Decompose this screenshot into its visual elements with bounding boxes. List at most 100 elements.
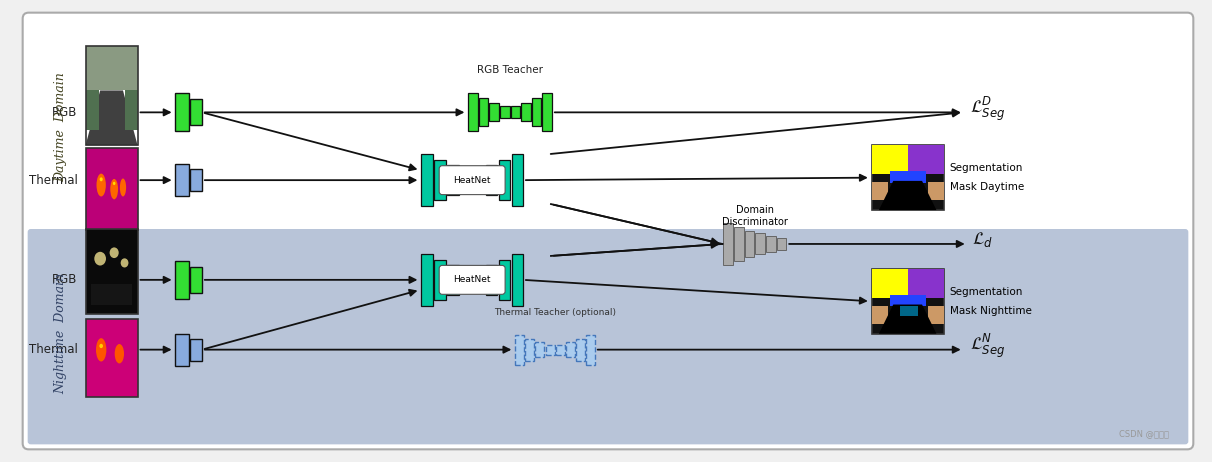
Ellipse shape	[96, 338, 107, 361]
Ellipse shape	[115, 344, 124, 364]
Polygon shape	[86, 91, 137, 145]
Bar	[486, 165, 497, 195]
Bar	[190, 339, 202, 361]
Text: HeatNet: HeatNet	[453, 275, 491, 284]
Polygon shape	[879, 181, 937, 210]
FancyBboxPatch shape	[439, 265, 505, 294]
Bar	[525, 339, 534, 361]
Bar	[755, 233, 765, 255]
Ellipse shape	[110, 179, 118, 199]
Ellipse shape	[109, 247, 119, 258]
Text: Mask Nighttime: Mask Nighttime	[950, 306, 1031, 316]
Bar	[86, 148, 137, 230]
Text: Nighttime  Domain: Nighttime Domain	[55, 273, 67, 394]
Bar	[447, 165, 458, 195]
Bar	[908, 269, 944, 298]
Bar	[724, 223, 733, 265]
Bar	[461, 170, 471, 190]
Bar	[871, 269, 944, 334]
Bar	[461, 270, 471, 290]
Text: Thermal: Thermal	[29, 343, 78, 356]
Text: Daytime  Domain: Daytime Domain	[55, 73, 67, 182]
Bar	[176, 93, 189, 131]
Text: Discriminator: Discriminator	[722, 217, 788, 227]
Bar	[566, 342, 574, 357]
Bar	[871, 145, 944, 210]
Bar	[555, 345, 565, 355]
Text: Thermal: Thermal	[29, 174, 78, 187]
FancyBboxPatch shape	[23, 12, 1194, 450]
Bar	[901, 306, 919, 316]
Ellipse shape	[120, 178, 126, 196]
Bar	[473, 270, 485, 290]
Bar	[86, 229, 137, 314]
Bar	[91, 284, 132, 305]
Bar	[521, 103, 531, 122]
Bar	[86, 319, 137, 396]
Bar	[777, 238, 787, 250]
Bar	[734, 227, 743, 261]
FancyBboxPatch shape	[28, 229, 1188, 444]
Bar	[473, 170, 485, 190]
Bar	[908, 145, 944, 175]
Bar	[447, 265, 458, 295]
Bar	[871, 182, 887, 201]
Bar	[125, 91, 137, 130]
Bar	[86, 46, 137, 91]
Text: $\mathcal{L}_{d}$: $\mathcal{L}_{d}$	[972, 231, 993, 249]
Text: RGB: RGB	[52, 274, 78, 286]
Bar	[928, 306, 944, 324]
Bar	[190, 267, 202, 293]
Bar	[890, 295, 926, 306]
Text: RGB: RGB	[52, 106, 78, 119]
Bar	[532, 98, 542, 126]
Bar	[871, 306, 887, 324]
Bar	[434, 160, 446, 200]
Text: $\mathcal{L}_{Seg}^{N}$: $\mathcal{L}_{Seg}^{N}$	[970, 332, 1005, 360]
Bar	[501, 106, 509, 118]
Bar	[511, 254, 524, 306]
Bar	[510, 106, 520, 118]
Bar	[511, 154, 524, 206]
Bar	[422, 254, 433, 306]
Bar	[871, 269, 908, 298]
FancyBboxPatch shape	[439, 166, 505, 195]
Text: Domain: Domain	[736, 205, 773, 215]
Text: $\mathcal{L}_{Seg}^{D}$: $\mathcal{L}_{Seg}^{D}$	[970, 94, 1005, 122]
Bar	[498, 160, 510, 200]
Bar	[486, 265, 497, 295]
Bar	[576, 339, 584, 361]
Bar	[490, 103, 499, 122]
Text: HeatNet: HeatNet	[453, 176, 491, 185]
Text: Segmentation: Segmentation	[950, 286, 1023, 297]
Text: RGB Teacher: RGB Teacher	[478, 66, 543, 75]
Polygon shape	[879, 304, 937, 334]
Bar	[434, 260, 446, 300]
Bar	[928, 182, 944, 201]
Text: Segmentation: Segmentation	[950, 163, 1023, 173]
Bar	[86, 46, 137, 145]
Bar	[890, 171, 926, 183]
Bar	[190, 99, 202, 125]
Ellipse shape	[95, 252, 105, 266]
Text: Mask Daytime: Mask Daytime	[950, 182, 1024, 192]
Bar	[536, 342, 544, 357]
Ellipse shape	[113, 182, 115, 185]
Bar	[498, 260, 510, 300]
Bar	[176, 334, 189, 365]
Bar	[585, 334, 595, 365]
Bar	[479, 98, 488, 126]
Ellipse shape	[99, 177, 103, 181]
Bar	[190, 169, 202, 191]
Bar	[744, 231, 754, 257]
Text: Thermal Teacher (optional): Thermal Teacher (optional)	[494, 308, 616, 317]
Ellipse shape	[121, 258, 128, 267]
Bar	[176, 261, 189, 299]
Ellipse shape	[99, 344, 103, 348]
Bar	[543, 93, 551, 131]
Bar	[766, 236, 776, 252]
Bar	[468, 93, 478, 131]
Bar	[86, 91, 98, 130]
Bar	[871, 145, 908, 175]
Bar	[422, 154, 433, 206]
